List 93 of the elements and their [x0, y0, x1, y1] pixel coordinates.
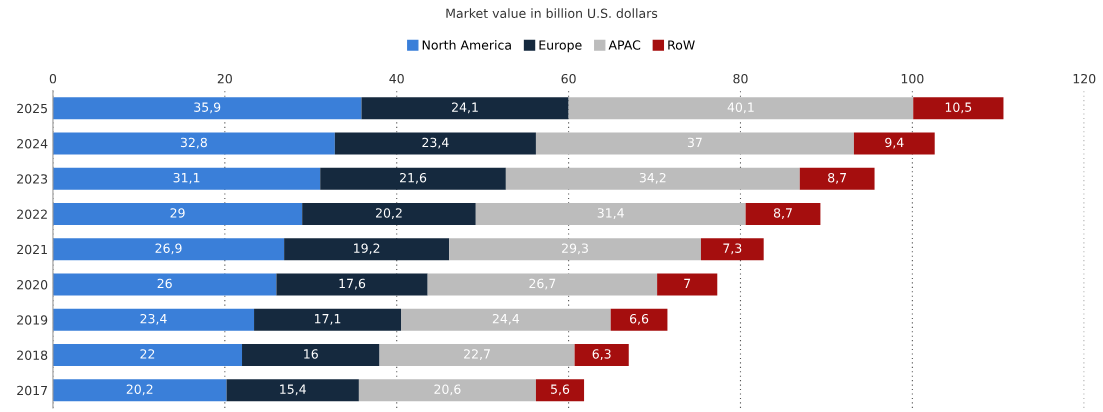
- data-label: 5,6: [551, 384, 570, 396]
- bar: [505, 167, 800, 190]
- data-label: 24,1: [452, 102, 478, 114]
- y-tick-label: 2022: [17, 209, 47, 219]
- bar: [535, 132, 854, 155]
- bar: [52, 238, 285, 261]
- bar: [475, 203, 746, 225]
- data-label: 17,6: [339, 278, 366, 290]
- bar: [52, 203, 303, 225]
- bar: [700, 238, 764, 261]
- bar: [610, 308, 668, 331]
- data-label: 17,1: [314, 314, 341, 325]
- data-label: 9,4: [885, 137, 904, 149]
- legend-label: North America: [422, 40, 511, 50]
- data-label: 26,9: [155, 243, 182, 255]
- data-label: 26: [157, 278, 172, 289]
- data-label: 29,3: [562, 243, 588, 255]
- data-label: 20,2: [126, 384, 153, 396]
- bar: [226, 379, 359, 402]
- bar: [574, 344, 629, 366]
- legend-label: RoW: [668, 40, 695, 50]
- legend-label: Europe: [539, 40, 582, 53]
- bar: [254, 308, 402, 331]
- x-tick-label: 100: [901, 73, 924, 84]
- bar: [334, 132, 536, 155]
- data-label: 35,9: [194, 102, 221, 114]
- data-label: 7,3: [723, 243, 742, 255]
- y-tick-label: 2025: [17, 103, 47, 114]
- data-label: 8,7: [773, 208, 792, 219]
- bar: [568, 97, 914, 120]
- bar: [52, 273, 277, 296]
- data-label: 23,4: [140, 313, 167, 325]
- bar: [242, 344, 380, 366]
- bar: [284, 238, 450, 261]
- data-label: 23,4: [422, 137, 449, 149]
- data-label: 6,6: [630, 313, 649, 325]
- data-label: 22: [140, 349, 155, 359]
- bar: [401, 308, 611, 331]
- bar: [745, 203, 821, 225]
- bar: [52, 132, 335, 155]
- x-axis-title: Market value in billion U.S. dollars: [446, 8, 658, 19]
- y-tick-label: 2017: [17, 385, 48, 396]
- x-tick-label: 40: [389, 73, 404, 84]
- bar: [427, 273, 658, 296]
- x-tick-label: 80: [733, 73, 748, 84]
- data-label: 8,7: [828, 172, 847, 184]
- bar: [52, 344, 243, 366]
- data-label: 6,3: [592, 349, 611, 360]
- data-label: 24,4: [492, 313, 520, 325]
- data-label: 19,2: [354, 243, 380, 255]
- x-tick-label: 60: [561, 73, 576, 84]
- data-label: 15,4: [280, 384, 306, 396]
- y-tick-label: 2020: [17, 279, 48, 290]
- bar: [657, 273, 718, 296]
- bar: [535, 379, 585, 402]
- bar: [276, 273, 428, 296]
- bar: [302, 203, 476, 225]
- bar: [379, 344, 575, 366]
- data-label: 37: [687, 137, 702, 148]
- data-label: 20,6: [434, 384, 461, 396]
- x-tick-label: 20: [217, 73, 232, 84]
- bar: [449, 238, 701, 261]
- x-tick-label: 120: [1073, 73, 1096, 84]
- data-label: 20,2: [375, 208, 402, 219]
- bar: [52, 308, 255, 331]
- data-label: 26,7: [529, 278, 556, 290]
- y-tick-label: 2021: [17, 244, 47, 255]
- bar: [913, 97, 1004, 120]
- y-tick-label: 2024: [17, 138, 48, 149]
- y-tick-label: 2018: [17, 350, 48, 360]
- bar: [358, 379, 536, 402]
- data-label: 31,1: [173, 172, 200, 184]
- y-tick-label: 2023: [17, 174, 48, 184]
- data-label: 22,7: [464, 349, 490, 360]
- bar: [799, 167, 875, 190]
- x-tick-label: 0: [49, 73, 57, 84]
- bar: [52, 167, 321, 190]
- bar: [52, 97, 362, 120]
- data-label: 21,6: [400, 172, 427, 184]
- bar: [853, 132, 935, 155]
- bar: [361, 97, 569, 120]
- data-label: 34,2: [639, 172, 666, 184]
- data-label: 40,1: [727, 102, 754, 114]
- legend-label: APAC: [608, 40, 641, 50]
- y-tick-label: 2019: [17, 315, 48, 325]
- data-label: 32,8: [180, 137, 207, 149]
- data-label: 16: [304, 349, 318, 359]
- data-label: 31,4: [597, 208, 624, 219]
- bar: [52, 379, 227, 402]
- bar: [320, 167, 506, 190]
- data-label: 29: [170, 208, 185, 218]
- data-label: 7: [684, 278, 691, 288]
- data-label: 10,5: [945, 102, 972, 114]
